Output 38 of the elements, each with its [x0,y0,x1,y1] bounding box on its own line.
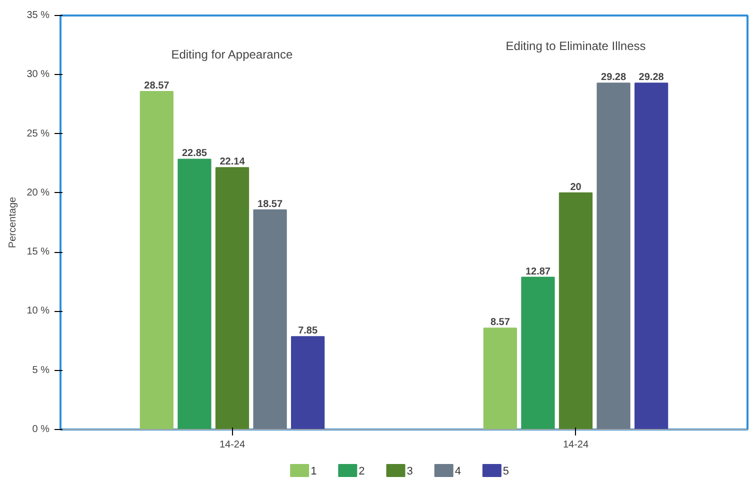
y-tick-label: 10 % [26,306,50,317]
x-tick-label: 14-24 [219,440,246,450]
bar [140,91,174,430]
legend-label: 1 [310,466,317,478]
data-label: 29.28 [638,72,664,84]
data-label: 22.85 [182,148,208,160]
bar [178,158,212,430]
data-label: 7.85 [298,326,318,337]
y-tick-label: 15 % [26,246,50,258]
data-label: 28.57 [144,80,170,92]
bar [596,82,630,430]
data-label: 12.87 [525,266,551,278]
legend-label: 5 [502,466,510,478]
data-label: 29.28 [601,72,626,84]
y-tick-label: 25 % [26,128,50,140]
bar [483,328,517,430]
y-tick-label: 0 % [32,424,50,435]
bar [253,209,287,430]
annotation: Editing for Appearance [171,48,293,62]
legend-label: 2 [358,466,365,478]
y-tick-label: 20 % [26,187,50,198]
bar [634,82,668,430]
bar [558,192,593,430]
y-tick-label: 35 % [26,10,50,21]
data-label: 20 [570,182,582,193]
data-label: 18.57 [258,198,283,210]
legend-label: 3 [406,466,413,478]
y-axis-title: Percentage [8,196,19,248]
annotation: Editing to Eliminate Illness [506,39,646,54]
bar [215,167,250,430]
bar [291,336,325,430]
legend-label: 4 [454,466,461,478]
data-label: 22.14 [220,156,246,168]
data-label: 8.57 [490,317,510,328]
y-tick-label: 30 % [26,69,50,80]
y-tick-label: 5 % [32,364,50,376]
x-tick-label: 14-24 [562,440,589,450]
bar [521,276,555,430]
